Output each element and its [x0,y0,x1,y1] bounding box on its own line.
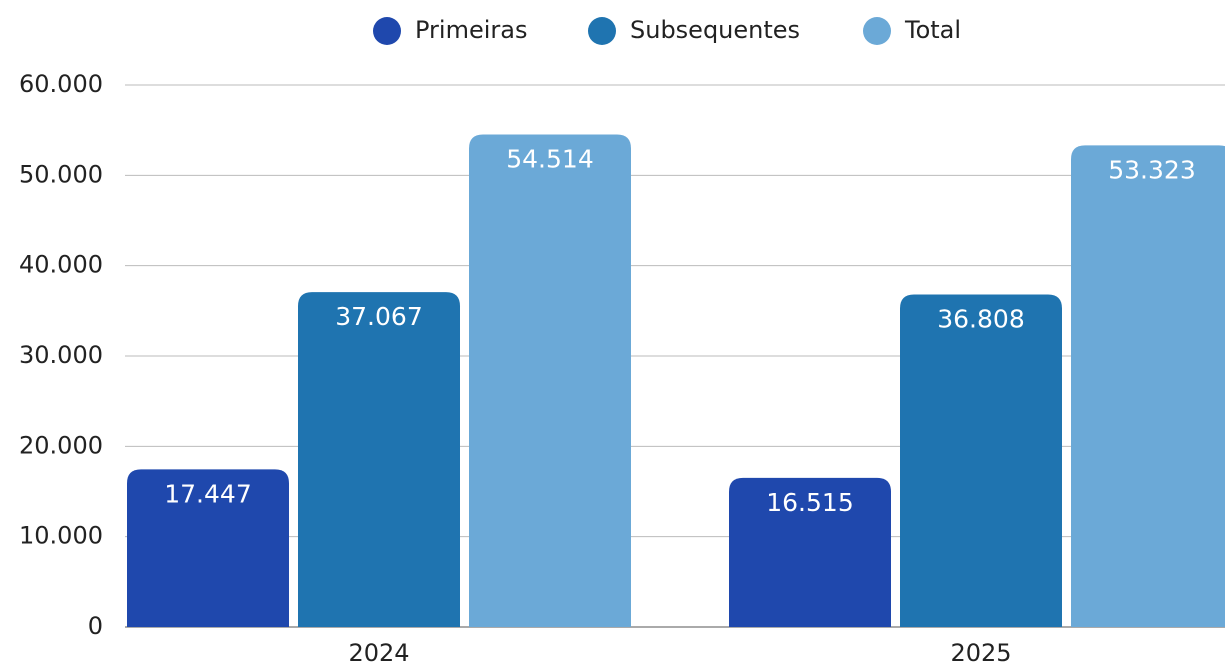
legend-label: Total [904,16,961,44]
value-label: 37.067 [335,302,422,331]
y-tick-label: 60.000 [19,70,103,98]
value-label: 53.323 [1108,155,1195,184]
bar [729,477,891,627]
bar [469,134,631,627]
y-tick-label: 20.000 [19,431,103,459]
value-label: 17.447 [164,479,251,508]
x-tick-label: 2024 [348,639,409,666]
bar [900,294,1062,627]
legend-swatch [373,17,401,45]
value-label: 54.514 [506,145,593,174]
legend-label: Primeiras [415,16,527,44]
legend-swatch [863,17,891,45]
bar [127,469,289,627]
y-tick-label: 30.000 [19,341,103,369]
bar [298,292,460,627]
y-tick-label: 50.000 [19,160,103,188]
y-tick-label: 40.000 [19,251,103,279]
legend-label: Subsequentes [630,16,800,44]
legend-swatch [588,17,616,45]
value-label: 36.808 [937,305,1024,334]
value-label: 16.515 [766,488,853,517]
y-tick-label: 10.000 [19,522,103,550]
bar [1071,145,1225,627]
y-tick-label: 0 [88,612,103,640]
x-tick-label: 2025 [950,639,1011,666]
